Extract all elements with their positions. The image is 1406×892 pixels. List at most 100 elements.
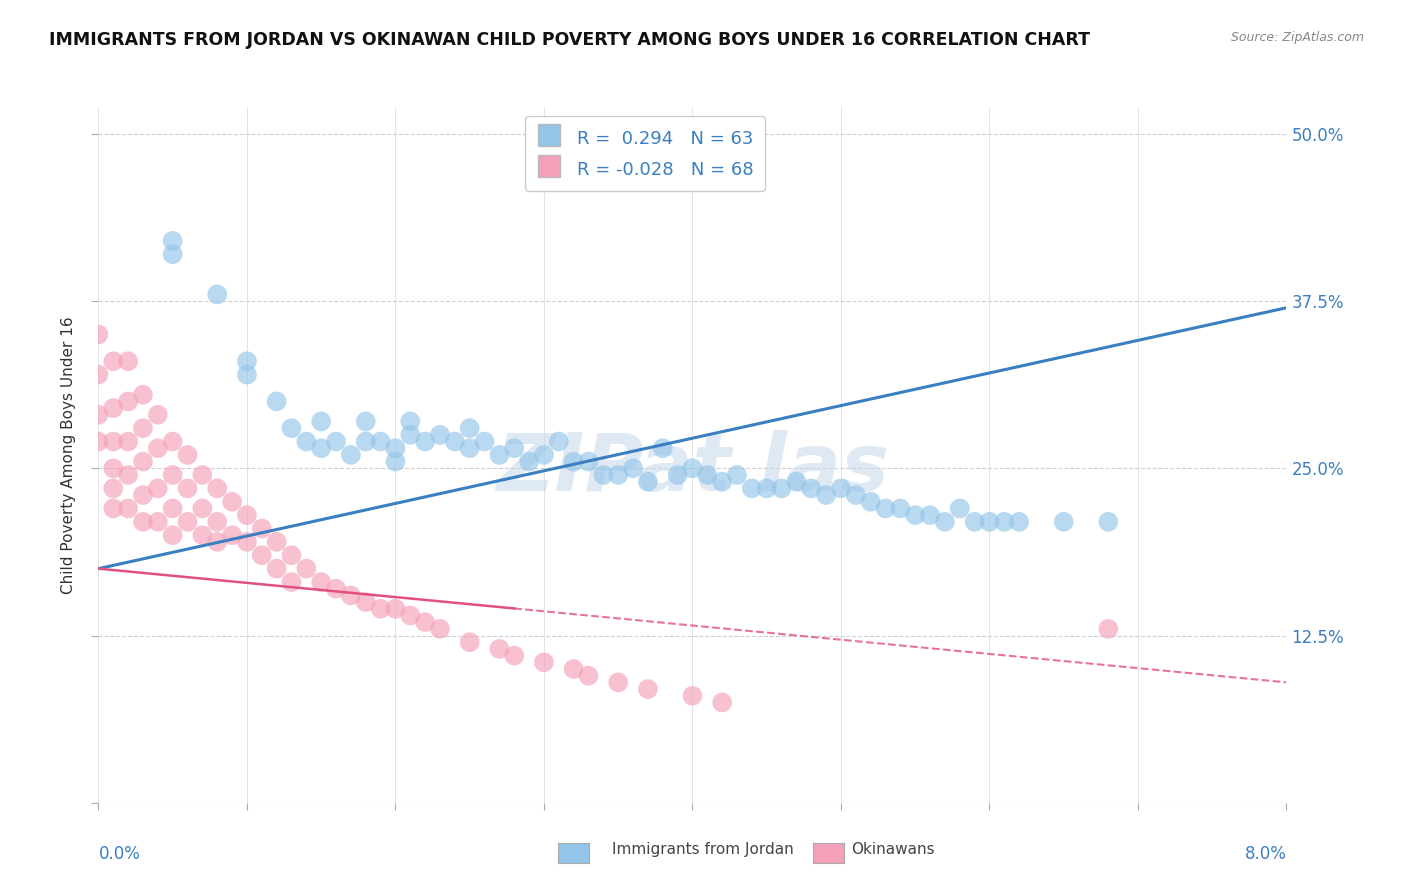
Point: [162, 501, 184, 516]
Point: [191, 468, 214, 483]
Point: [741, 482, 763, 496]
Point: [503, 442, 526, 456]
Point: [221, 528, 243, 542]
Point: [132, 455, 155, 469]
Point: [637, 681, 659, 696]
Point: [250, 548, 273, 563]
Point: [370, 434, 392, 449]
Point: [696, 468, 718, 483]
Point: [146, 515, 169, 529]
Point: [162, 528, 184, 542]
Point: [132, 488, 155, 502]
Point: [682, 461, 704, 475]
Point: [146, 408, 169, 422]
Point: [562, 455, 585, 469]
Point: [280, 421, 302, 435]
Point: [815, 488, 838, 502]
Point: [117, 434, 139, 449]
Point: [845, 488, 868, 502]
Y-axis label: Child Poverty Among Boys Under 16: Child Poverty Among Boys Under 16: [60, 316, 76, 594]
Point: [621, 461, 644, 475]
Point: [503, 648, 526, 663]
Point: [399, 415, 422, 429]
Point: [711, 475, 734, 489]
Point: [162, 234, 184, 248]
Point: [309, 575, 332, 590]
Point: [325, 582, 347, 596]
Point: [1053, 515, 1076, 529]
Point: [162, 434, 184, 449]
Point: [474, 434, 496, 449]
Point: [920, 508, 942, 523]
Point: [221, 494, 243, 508]
Point: [236, 368, 259, 382]
Point: [785, 475, 807, 489]
Text: 8.0%: 8.0%: [1244, 845, 1286, 863]
Point: [266, 535, 288, 549]
Point: [176, 515, 198, 529]
Point: [562, 662, 585, 676]
Point: [488, 448, 510, 462]
Point: [578, 669, 600, 683]
Point: [413, 434, 436, 449]
Point: [295, 562, 318, 576]
Point: [266, 394, 288, 409]
Legend: R =  0.294   N = 63, R = -0.028   N = 68: R = 0.294 N = 63, R = -0.028 N = 68: [524, 116, 765, 191]
Point: [682, 689, 704, 703]
Point: [117, 501, 139, 516]
Point: [384, 602, 406, 616]
Point: [399, 428, 422, 442]
Point: [399, 608, 422, 623]
Text: ZIPat las: ZIPat las: [496, 430, 889, 508]
Point: [963, 515, 986, 529]
Point: [146, 442, 169, 456]
Point: [236, 535, 259, 549]
Point: [859, 494, 882, 508]
Point: [117, 354, 139, 368]
Point: [354, 595, 377, 609]
Point: [103, 401, 125, 416]
Point: [162, 468, 184, 483]
Text: IMMIGRANTS FROM JORDAN VS OKINAWAN CHILD POVERTY AMONG BOYS UNDER 16 CORRELATION: IMMIGRANTS FROM JORDAN VS OKINAWAN CHILD…: [49, 31, 1090, 49]
Point: [1097, 515, 1119, 529]
Text: Okinawans: Okinawans: [851, 842, 934, 856]
Point: [146, 482, 169, 496]
Point: [103, 501, 125, 516]
Point: [517, 455, 540, 469]
Point: [725, 468, 748, 483]
Point: [295, 434, 318, 449]
Point: [207, 287, 229, 301]
Point: [711, 696, 734, 710]
Point: [458, 635, 481, 649]
Point: [280, 575, 302, 590]
Point: [87, 327, 110, 342]
Point: [830, 482, 852, 496]
Point: [651, 442, 673, 456]
Point: [607, 675, 630, 690]
Point: [979, 515, 1001, 529]
Point: [191, 528, 214, 542]
Point: [770, 482, 793, 496]
Point: [176, 482, 198, 496]
Point: [444, 434, 467, 449]
Point: [117, 394, 139, 409]
Point: [309, 415, 332, 429]
Point: [800, 482, 823, 496]
Text: 0.0%: 0.0%: [98, 845, 141, 863]
Point: [384, 442, 406, 456]
Point: [607, 468, 630, 483]
Point: [488, 642, 510, 657]
Point: [666, 468, 689, 483]
Point: [354, 434, 377, 449]
Point: [904, 508, 927, 523]
Point: [236, 508, 259, 523]
Point: [132, 515, 155, 529]
Point: [993, 515, 1015, 529]
Point: [207, 535, 229, 549]
Point: [191, 501, 214, 516]
Point: [87, 434, 110, 449]
Point: [934, 515, 956, 529]
Point: [592, 468, 614, 483]
Point: [207, 515, 229, 529]
Point: [370, 602, 392, 616]
